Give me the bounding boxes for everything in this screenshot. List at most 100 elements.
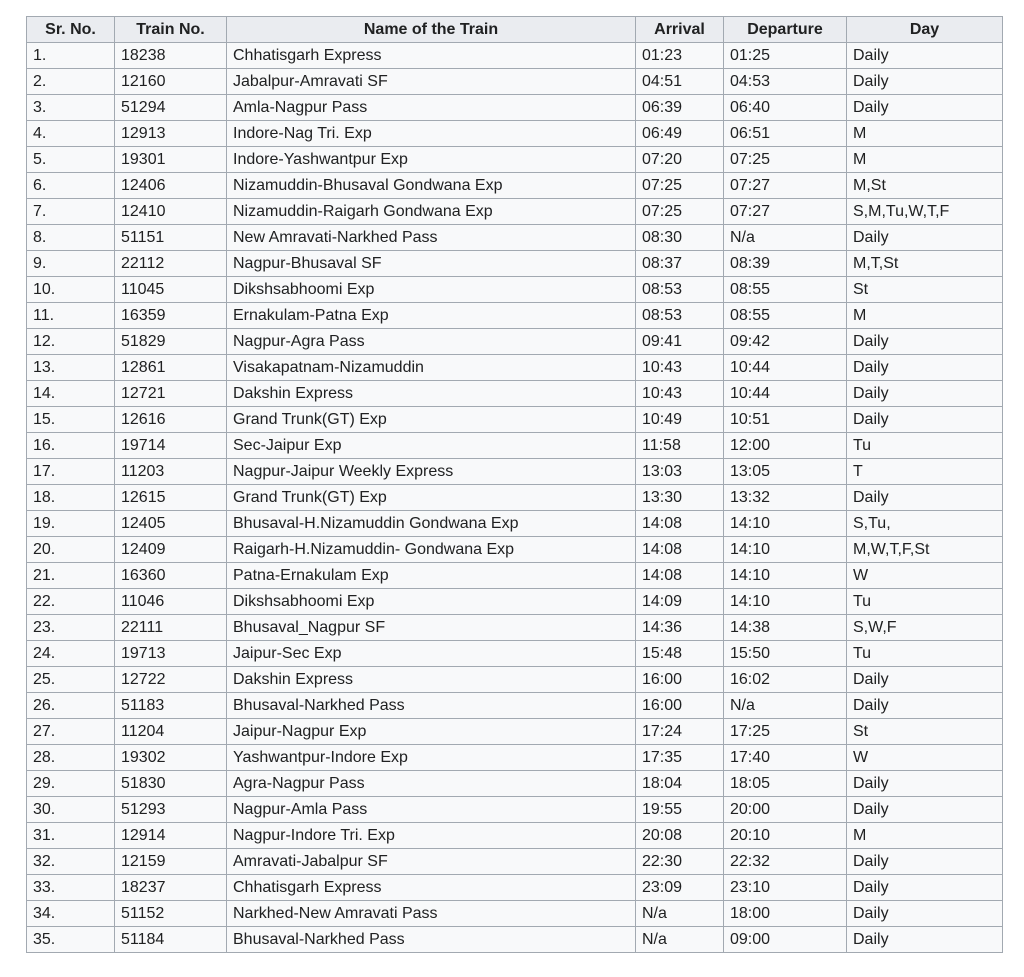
cell-arrival: 14:08	[635, 536, 724, 563]
cell-day: Daily	[846, 848, 1003, 875]
cell-sr-no: 27.	[26, 718, 115, 745]
cell-train-no: 22111	[114, 614, 227, 641]
cell-departure: 07:25	[723, 146, 847, 173]
cell-departure: 01:25	[723, 42, 847, 69]
cell-train-name: Chhatisgarh Express	[226, 42, 636, 69]
cell-sr-no: 25.	[26, 666, 115, 693]
cell-day: M	[846, 146, 1003, 173]
cell-day: Daily	[846, 770, 1003, 797]
header-day: Day	[846, 16, 1003, 43]
table-row: 17. 11203 Nagpur-Jaipur Weekly Express 13:0…	[26, 458, 1003, 485]
cell-arrival: 10:43	[635, 354, 724, 381]
cell-departure: 15:50	[723, 640, 847, 667]
table-row: 24. 19713 Jaipur-Sec Exp 15:48 15:50 Tu	[26, 640, 1003, 667]
cell-sr-no: 15.	[26, 406, 115, 433]
cell-train-name: Jaipur-Nagpur Exp	[226, 718, 636, 745]
cell-train-no: 16359	[114, 302, 227, 329]
cell-train-no: 12722	[114, 666, 227, 693]
cell-train-name: Indore-Yashwantpur Exp	[226, 146, 636, 173]
table-row: 4. 12913 Indore-Nag Tri. Exp 06:49 06:51 M	[26, 120, 1003, 147]
table-row: 21. 16360 Patna-Ernakulam Exp 14:08 14:10 W	[26, 562, 1003, 589]
cell-departure: 16:02	[723, 666, 847, 693]
cell-arrival: 14:09	[635, 588, 724, 615]
cell-sr-no: 1.	[26, 42, 115, 69]
cell-day: Daily	[846, 900, 1003, 927]
cell-sr-no: 16.	[26, 432, 115, 459]
cell-arrival: N/a	[635, 900, 724, 927]
cell-day: Daily	[846, 42, 1003, 69]
cell-train-no: 19302	[114, 744, 227, 771]
cell-day: M,St	[846, 172, 1003, 199]
table-row: 2. 12160 Jabalpur-Amravati SF 04:51 04:53 Dai…	[26, 68, 1003, 95]
cell-train-no: 19301	[114, 146, 227, 173]
cell-day: Tu	[846, 432, 1003, 459]
cell-train-name: New Amravati-Narkhed Pass	[226, 224, 636, 251]
cell-train-no: 11045	[114, 276, 227, 303]
cell-sr-no: 5.	[26, 146, 115, 173]
cell-train-name: Ernakulam-Patna Exp	[226, 302, 636, 329]
header-row: Sr. No. Train No. Name of the Train Arri…	[26, 16, 1003, 43]
table-row: 12. 51829 Nagpur-Agra Pass 09:41 09:42 Daily	[26, 328, 1003, 355]
cell-arrival: 06:49	[635, 120, 724, 147]
cell-day: Daily	[846, 874, 1003, 901]
cell-arrival: 16:00	[635, 692, 724, 719]
header-train-no: Train No.	[114, 16, 227, 43]
cell-day: M	[846, 302, 1003, 329]
cell-train-no: 12406	[114, 172, 227, 199]
cell-sr-no: 21.	[26, 562, 115, 589]
table-row: 8. 51151 New Amravati-Narkhed Pass 08:30 N/a…	[26, 224, 1003, 251]
cell-departure: 17:40	[723, 744, 847, 771]
cell-sr-no: 28.	[26, 744, 115, 771]
table-row: 34. 51152 Narkhed-New Amravati Pass N/a 18:0…	[26, 900, 1003, 927]
cell-arrival: 19:55	[635, 796, 724, 823]
cell-day: S,W,F	[846, 614, 1003, 641]
cell-arrival: 04:51	[635, 68, 724, 95]
cell-train-name: Patna-Ernakulam Exp	[226, 562, 636, 589]
cell-day: Daily	[846, 796, 1003, 823]
cell-train-name: Sec-Jaipur Exp	[226, 432, 636, 459]
cell-departure: 18:05	[723, 770, 847, 797]
cell-sr-no: 10.	[26, 276, 115, 303]
cell-day: Daily	[846, 328, 1003, 355]
cell-train-no: 51184	[114, 926, 227, 953]
cell-train-name: Bhusaval-Narkhed Pass	[226, 926, 636, 953]
cell-arrival: 06:39	[635, 94, 724, 121]
cell-train-name: Jabalpur-Amravati SF	[226, 68, 636, 95]
table-row: 6. 12406 Nizamuddin-Bhusaval Gondwana Exp 0…	[26, 172, 1003, 199]
cell-arrival: N/a	[635, 926, 724, 953]
table-row: 19. 12405 Bhusaval-H.Nizamuddin Gondwana E…	[26, 510, 1003, 537]
table-row: 1. 18238 Chhatisgarh Express 01:23 01:25 Dail…	[26, 42, 1003, 69]
cell-departure: 14:10	[723, 562, 847, 589]
cell-sr-no: 29.	[26, 770, 115, 797]
cell-arrival: 14:08	[635, 562, 724, 589]
cell-arrival: 14:36	[635, 614, 724, 641]
cell-arrival: 16:00	[635, 666, 724, 693]
cell-train-no: 12615	[114, 484, 227, 511]
header-departure: Departure	[723, 16, 847, 43]
cell-arrival: 01:23	[635, 42, 724, 69]
cell-departure: 23:10	[723, 874, 847, 901]
cell-arrival: 10:43	[635, 380, 724, 407]
cell-sr-no: 19.	[26, 510, 115, 537]
cell-sr-no: 6.	[26, 172, 115, 199]
cell-train-no: 51151	[114, 224, 227, 251]
cell-day: Daily	[846, 666, 1003, 693]
cell-departure: 09:00	[723, 926, 847, 953]
cell-train-no: 12721	[114, 380, 227, 407]
cell-departure: 10:44	[723, 354, 847, 381]
cell-train-name: Bhusaval-Narkhed Pass	[226, 692, 636, 719]
table-header: Sr. No. Train No. Name of the Train Arri…	[26, 16, 1003, 43]
cell-sr-no: 26.	[26, 692, 115, 719]
cell-departure: 08:55	[723, 276, 847, 303]
cell-train-name: Visakapatnam-Nizamuddin	[226, 354, 636, 381]
cell-sr-no: 35.	[26, 926, 115, 953]
cell-arrival: 08:30	[635, 224, 724, 251]
cell-train-name: Narkhed-New Amravati Pass	[226, 900, 636, 927]
cell-departure: 06:40	[723, 94, 847, 121]
cell-sr-no: 24.	[26, 640, 115, 667]
cell-day: M,T,St	[846, 250, 1003, 277]
table-row: 33. 18237 Chhatisgarh Express 23:09 23:10 Dai…	[26, 874, 1003, 901]
cell-train-name: Nagpur-Agra Pass	[226, 328, 636, 355]
cell-day: Daily	[846, 68, 1003, 95]
table-row: 3. 51294 Amla-Nagpur Pass 06:39 06:40 Daily	[26, 94, 1003, 121]
